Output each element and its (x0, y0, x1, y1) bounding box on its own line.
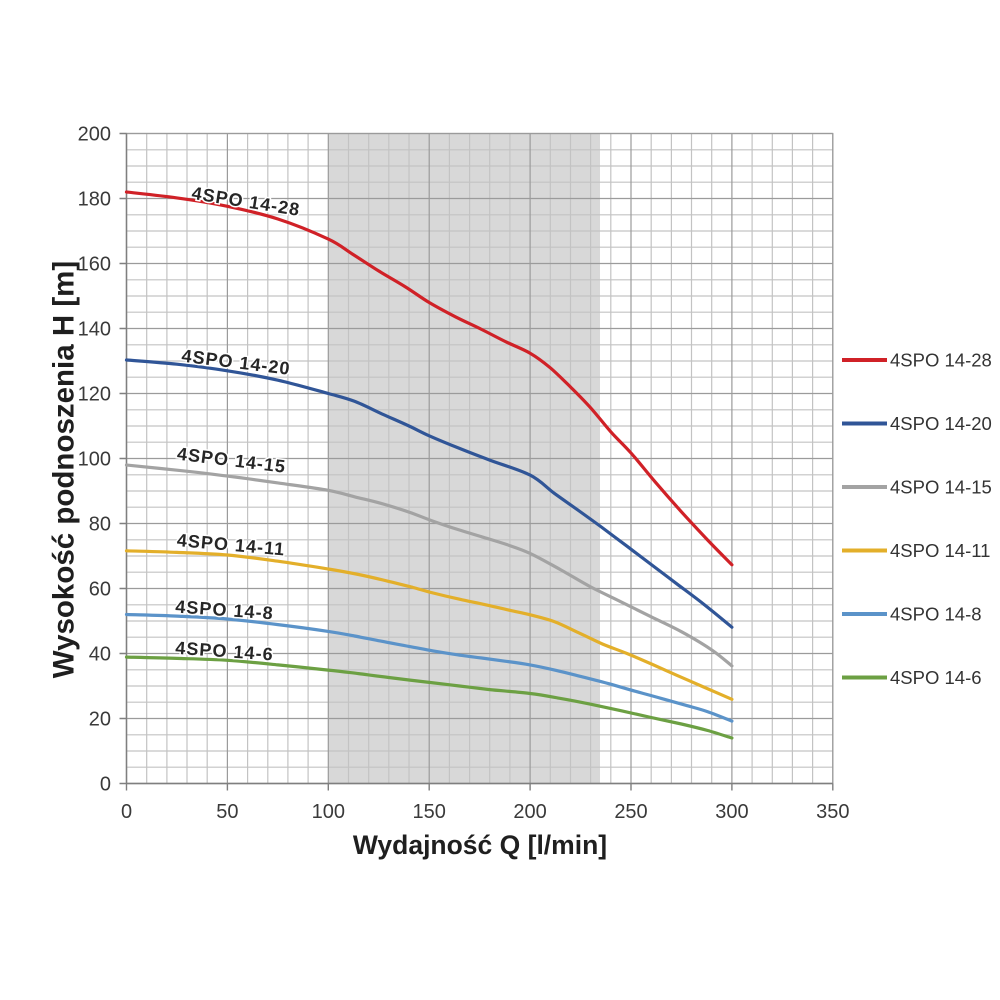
svg-text:Wysokość podnoszenia H [m]: Wysokość podnoszenia H [m] (48, 261, 81, 678)
svg-text:0: 0 (121, 801, 132, 823)
svg-text:100: 100 (312, 801, 345, 823)
svg-text:0: 0 (100, 774, 111, 796)
svg-text:200: 200 (513, 801, 546, 823)
svg-text:4SPO 14-20: 4SPO 14-20 (890, 413, 992, 434)
svg-text:300: 300 (715, 801, 748, 823)
svg-text:40: 40 (89, 644, 111, 666)
svg-text:150: 150 (413, 801, 446, 823)
svg-text:4SPO 14-15: 4SPO 14-15 (890, 477, 992, 498)
svg-text:200: 200 (78, 124, 111, 146)
svg-text:140: 140 (78, 319, 111, 341)
svg-text:120: 120 (78, 384, 111, 406)
svg-text:180: 180 (78, 189, 111, 211)
svg-text:100: 100 (78, 449, 111, 471)
svg-text:160: 160 (78, 254, 111, 276)
svg-text:250: 250 (614, 801, 647, 823)
svg-text:350: 350 (816, 801, 849, 823)
svg-text:4SPO 14-11: 4SPO 14-11 (890, 540, 990, 561)
svg-text:20: 20 (89, 709, 111, 731)
svg-text:4SPO 14-6: 4SPO 14-6 (890, 667, 982, 688)
svg-text:Wydajność Q [l/min]: Wydajność Q [l/min] (353, 830, 607, 860)
svg-text:4SPO 14-8: 4SPO 14-8 (890, 604, 982, 625)
svg-text:60: 60 (89, 579, 111, 601)
svg-text:50: 50 (216, 801, 238, 823)
svg-text:80: 80 (89, 514, 111, 536)
svg-text:4SPO 14-28: 4SPO 14-28 (890, 350, 992, 371)
